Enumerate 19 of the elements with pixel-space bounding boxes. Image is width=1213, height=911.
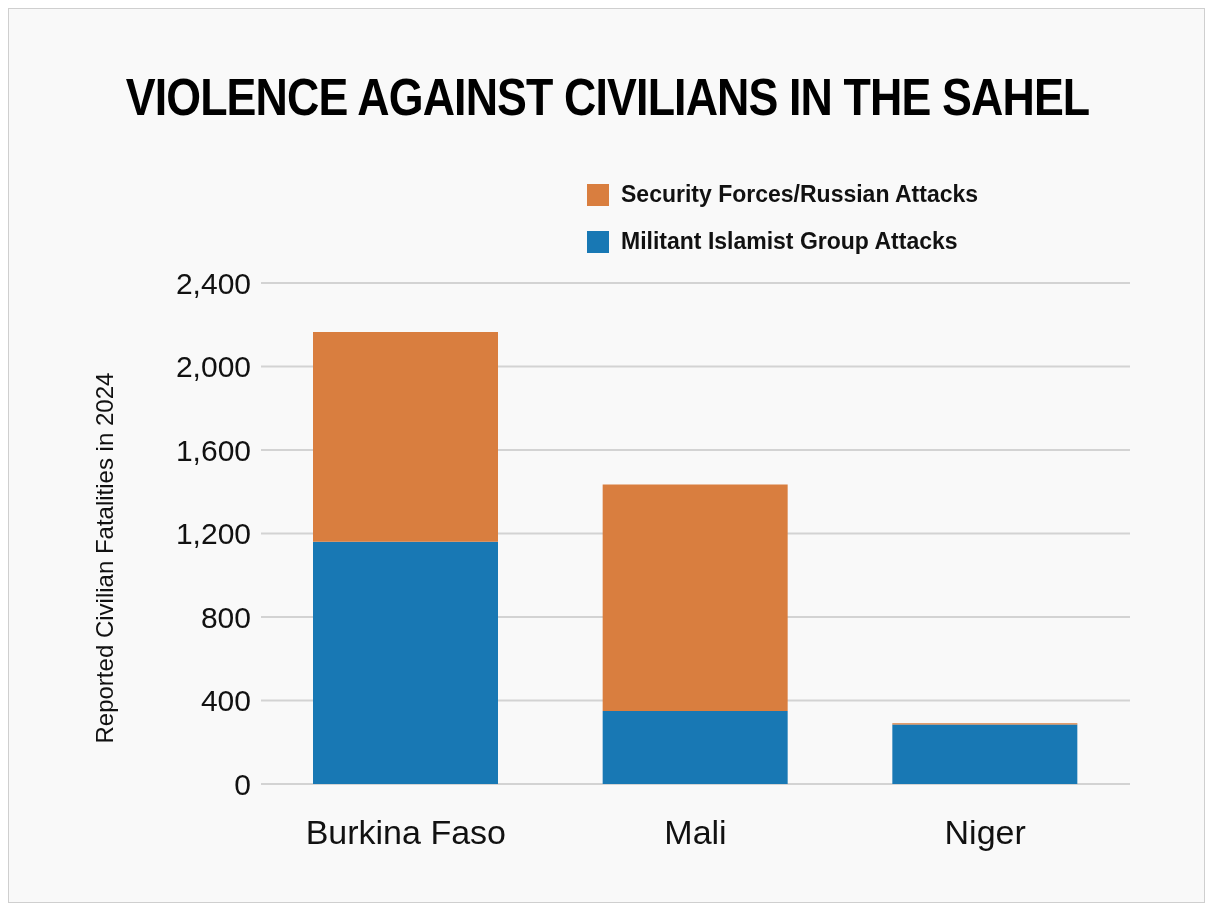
bar (313, 332, 498, 542)
bar (602, 710, 788, 784)
chart-title: VIOLENCE AGAINST CIVILIANS IN THE SAHEL (124, 67, 1091, 127)
bar (892, 724, 1078, 784)
legend-label: Militant Islamist Group Attacks (621, 228, 958, 255)
x-tick-label: Niger (944, 813, 1026, 852)
y-tick-label: 1,200 (175, 517, 251, 551)
y-axis-title: Reported Civilian Fatalities in 2024 (90, 372, 118, 744)
y-tick-label: 800 (200, 600, 251, 634)
x-tick-label: Mali (664, 813, 727, 852)
y-tick-label: 1,600 (175, 433, 251, 467)
y-tick-label: 400 (200, 684, 251, 718)
y-tick-label: 2,000 (175, 350, 251, 384)
y-tick-label: 0 (234, 767, 251, 801)
x-tick-label: Burkina Faso (305, 813, 506, 852)
bar (602, 484, 788, 711)
legend-label: Security Forces/Russian Attacks (621, 181, 979, 208)
bar (313, 541, 498, 784)
y-tick-label: 2,400 (175, 266, 251, 300)
